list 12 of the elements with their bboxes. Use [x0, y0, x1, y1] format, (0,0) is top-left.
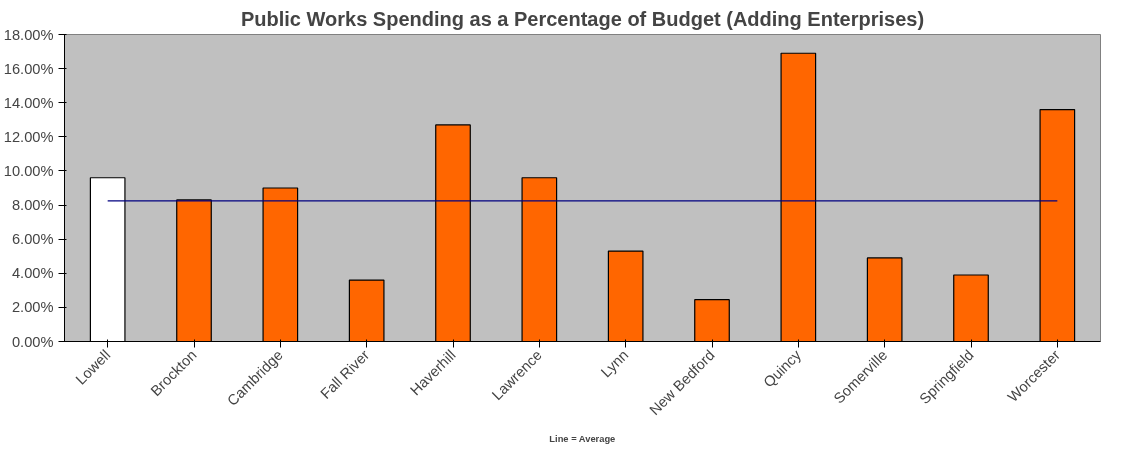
y-tick-label: 18.00% — [3, 26, 54, 43]
y-tick-label: 0.00% — [11, 333, 54, 350]
y-tick-label: 14.00% — [3, 94, 54, 111]
y-tick-label: 10.00% — [3, 162, 54, 179]
y-tick-label: 4.00% — [11, 265, 54, 282]
chart-title: Public Works Spending as a Percentage of Budget (Adding Enterprises) — [240, 7, 925, 30]
text: Line = Average — [549, 433, 616, 444]
y-tick-label: 6.00% — [11, 231, 54, 248]
y-tick-label: 8.00% — [11, 197, 54, 214]
y-tick-label: 2.00% — [11, 299, 54, 316]
y-tick-label: 16.00% — [3, 60, 54, 77]
y-tick-label: 12.00% — [3, 128, 54, 145]
